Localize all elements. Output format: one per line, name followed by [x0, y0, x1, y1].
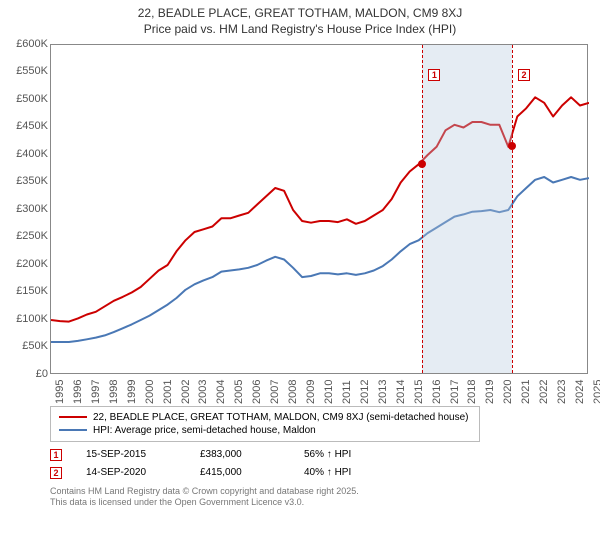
legend-item: 22, BEADLE PLACE, GREAT TOTHAM, MALDON, … — [59, 411, 471, 424]
marker-row: 1 15-SEP-2015 £383,000 56% ↑ HPI — [50, 446, 592, 464]
footer-attribution: Contains HM Land Registry data © Crown c… — [50, 486, 592, 509]
footer-line: Contains HM Land Registry data © Crown c… — [50, 486, 592, 498]
legend-label: 22, BEADLE PLACE, GREAT TOTHAM, MALDON, … — [93, 412, 469, 423]
marker-hpi: 40% ↑ HPI — [304, 467, 394, 478]
marker-index-badge: 2 — [50, 467, 62, 479]
marker-data-table: 1 15-SEP-2015 £383,000 56% ↑ HPI 2 14-SE… — [50, 446, 592, 482]
legend-swatch — [59, 416, 87, 418]
chart-title: 22, BEADLE PLACE, GREAT TOTHAM, MALDON, … — [8, 6, 592, 22]
chart-container: 22, BEADLE PLACE, GREAT TOTHAM, MALDON, … — [0, 0, 600, 560]
marker-row: 2 14-SEP-2020 £415,000 40% ↑ HPI — [50, 464, 592, 482]
legend-swatch — [59, 429, 87, 431]
chart-area: £0£50K£100K£150K£200K£250K£300K£350K£400… — [8, 40, 592, 400]
plot-region: 12 — [50, 44, 588, 374]
chart-subtitle: Price paid vs. HM Land Registry's House … — [8, 22, 592, 36]
legend-box: 22, BEADLE PLACE, GREAT TOTHAM, MALDON, … — [50, 406, 480, 442]
marker-hpi: 56% ↑ HPI — [304, 449, 394, 460]
marker-price: £415,000 — [200, 467, 280, 478]
marker-index-badge: 1 — [50, 449, 62, 461]
footer-line: This data is licensed under the Open Gov… — [50, 497, 592, 509]
marker-price: £383,000 — [200, 449, 280, 460]
marker-date: 15-SEP-2015 — [86, 449, 176, 460]
legend-label: HPI: Average price, semi-detached house,… — [93, 425, 316, 436]
marker-date: 14-SEP-2020 — [86, 467, 176, 478]
legend-item: HPI: Average price, semi-detached house,… — [59, 424, 471, 437]
